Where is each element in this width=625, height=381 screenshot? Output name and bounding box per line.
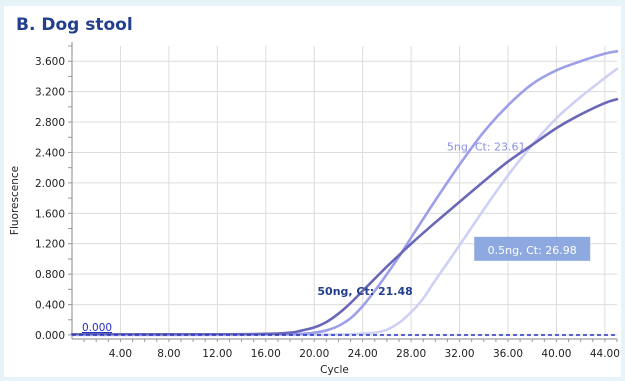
x-tick-label: 12.00 xyxy=(202,348,232,360)
x-tick-label: 28.00 xyxy=(396,348,426,360)
y-tick-label: 3.200 xyxy=(35,87,65,99)
x-tick-label: 40.00 xyxy=(541,348,571,360)
y-tick-label: 3.600 xyxy=(35,56,65,68)
x-tick-label: 24.00 xyxy=(348,348,378,360)
x-tick-label: 36.00 xyxy=(493,348,523,360)
annotation-label: 0.5ng, Ct: 26.98 xyxy=(488,244,577,257)
y-tick-label: 2.800 xyxy=(35,117,65,129)
annotation-label: 5ng, Ct: 23.61 xyxy=(447,140,526,153)
y-tick-label: 0.400 xyxy=(35,300,65,312)
x-tick-labels: 4.00 8.00 12.00 16.00 20.00 24.00 28.00 32.00 36… xyxy=(109,348,620,360)
x-tick-label: 32.00 xyxy=(445,348,475,360)
threshold-label: 0.000 xyxy=(82,322,112,334)
y-tick-label: 1.200 xyxy=(35,239,65,251)
series-line-1 xyxy=(70,97,619,336)
y-tick-label: 0.800 xyxy=(35,269,65,281)
x-tick-label: 4.00 xyxy=(109,348,132,360)
annotation-label: 50ng, Ct: 21.48 xyxy=(317,285,412,298)
y-axis-label: Fluorescence xyxy=(9,166,21,235)
chart-title: B. Dog stool xyxy=(16,15,133,35)
axes xyxy=(68,42,618,342)
y-tick-label: 0.000 xyxy=(35,330,65,342)
x-tick-label: 44.00 xyxy=(590,348,620,360)
pcr-amplification-chart: 4.00 8.00 12.00 16.00 20.00 24.00 28.00 32.00 36… xyxy=(9,42,620,376)
x-tick-label: 8.00 xyxy=(157,348,180,360)
x-axis-label: Cycle xyxy=(320,364,349,376)
annotations: 5ng, Ct: 23.61 50ng, Ct: 21.48 0.5ng, Ct: … xyxy=(317,140,591,298)
y-tick-label: 2.000 xyxy=(35,178,65,190)
annotation-box-2 xyxy=(474,236,591,261)
x-tick-label: 16.00 xyxy=(251,348,281,360)
y-tick-label: 2.400 xyxy=(35,147,65,159)
x-tick-label: 20.00 xyxy=(299,348,329,360)
threshold: 0.000 xyxy=(72,322,617,336)
chart-panel: B. Dog stool 4.00 8.00 12.00 16.00 20.00 24.0… xyxy=(4,6,621,377)
y-tick-labels: 0.000 0.400 0.800 1.200 1.600 2.000 2.400 2.800… xyxy=(35,56,65,342)
y-tick-label: 1.600 xyxy=(35,208,65,220)
